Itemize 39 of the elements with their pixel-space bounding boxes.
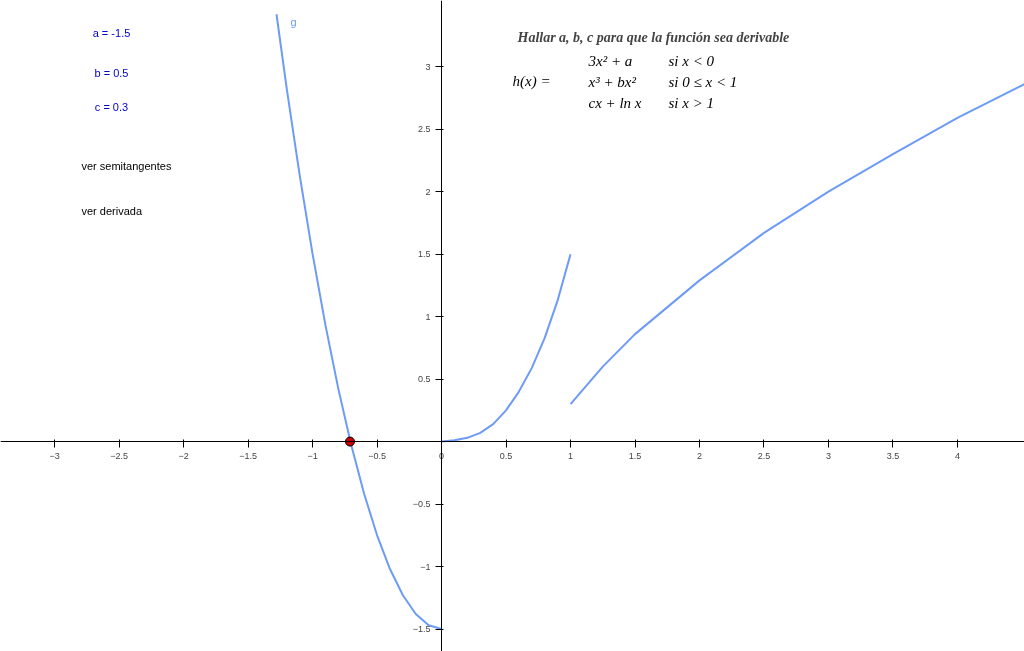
x-tick-label: −1	[307, 450, 318, 461]
y-tick-label: −0.5	[412, 499, 431, 510]
annotation: b = 0.5	[94, 66, 129, 79]
annotation: si x > 1	[668, 94, 715, 111]
y-tick-label: 3	[425, 61, 431, 72]
annotation: ver semitangentes	[81, 159, 172, 172]
x-tick-label: 2.5	[757, 450, 771, 461]
y-tick-label: 0.5	[418, 374, 431, 385]
x-tick-label: 3.5	[886, 450, 900, 461]
text: Hallar a, b, c para que la función sea derivable	[516, 29, 790, 45]
x-tick-label: −2	[178, 450, 189, 461]
x-tick-label: −3	[49, 450, 60, 461]
y-tick-label: 2	[425, 186, 431, 197]
y-tick-label: 1.5	[418, 249, 431, 260]
y-tick-label: −1	[420, 561, 431, 572]
x-tick-label: −2.5	[110, 450, 129, 461]
annotation: a = -1.5	[92, 26, 131, 39]
annotation: c = 0.3	[94, 100, 129, 113]
annotation: si 0 ≤ x < 1	[668, 73, 738, 90]
x-tick-label: −0.5	[368, 450, 386, 461]
line-series	[440, 253, 572, 443]
y-tick-label: −1.5	[412, 624, 431, 635]
annotation: x³ + bx²	[587, 73, 637, 90]
x-tick-label: 4	[954, 450, 960, 461]
line-series	[275, 13, 443, 631]
annotation: h(x) =	[512, 72, 551, 90]
series-label: g	[290, 16, 297, 29]
x-tick-label: 0.5	[499, 450, 513, 461]
x-tick-label: 1.5	[628, 450, 642, 461]
x-tick-label: 3	[825, 450, 831, 461]
x-tick-label: 1	[568, 450, 574, 461]
y-tick-label: 1	[425, 311, 431, 322]
annotation: ver derivada	[81, 204, 143, 217]
annotation: 3x² + a	[587, 52, 633, 69]
annotation: cx + ln x	[588, 94, 642, 111]
x-tick-label: −1.5	[239, 450, 258, 461]
y-tick-label: 2.5	[418, 124, 431, 135]
x-tick-label: 2	[697, 450, 703, 461]
annotation: si x < 0	[668, 52, 715, 69]
